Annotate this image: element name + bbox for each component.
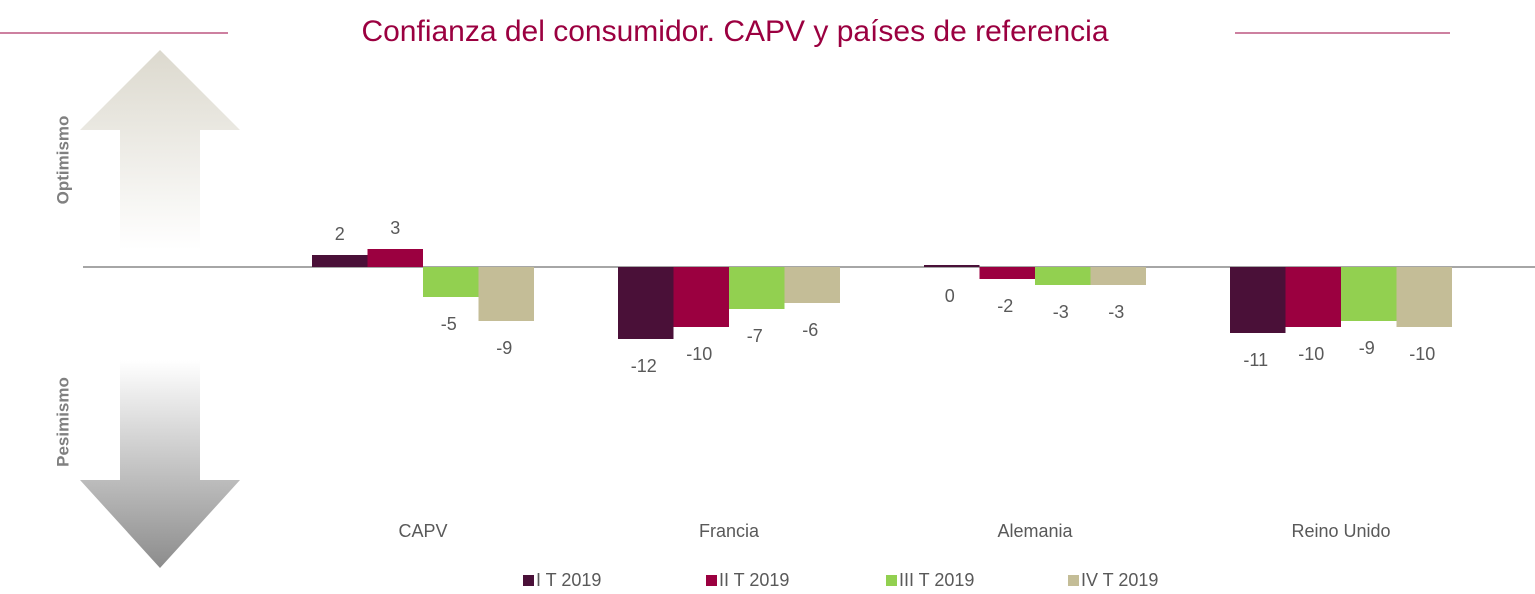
data-label: -6 [802,320,818,340]
x-tick-label: Francia [699,521,760,541]
data-label: -12 [631,356,657,376]
data-label: -10 [1298,344,1324,364]
legend-label: IV T 2019 [1081,570,1158,590]
annotation: Pesimismo [53,377,72,467]
annotation: Optimismo [53,116,72,205]
legend-swatch [1068,575,1079,586]
legend-label: I T 2019 [536,570,601,590]
legend-swatch [706,575,717,586]
legend-label: II T 2019 [719,570,789,590]
data-label: -10 [686,344,712,364]
data-label: 0 [945,286,955,306]
bar [367,249,423,267]
bar [1285,267,1341,327]
data-label: 3 [390,218,400,238]
x-tick-label: CAPV [398,521,447,541]
legend-swatch [523,575,534,586]
data-label: -9 [1359,338,1375,358]
bar [618,267,674,339]
bar [1090,267,1146,285]
bar [1396,267,1452,327]
data-label: -10 [1409,344,1435,364]
bar [673,267,729,327]
bar [312,255,368,267]
bar [1341,267,1397,321]
bar [1035,267,1091,285]
data-label: -11 [1243,350,1268,370]
bar [729,267,785,309]
legend-swatch [886,575,897,586]
x-tick-label: Reino Unido [1291,521,1390,541]
bar [979,267,1035,279]
up-arrow [80,50,240,250]
data-label: 2 [335,224,345,244]
legend-label: III T 2019 [899,570,974,590]
data-label: -3 [1108,302,1124,322]
data-label: -2 [997,296,1013,316]
bar [784,267,840,303]
bar [1230,267,1286,333]
data-label: -3 [1053,302,1069,322]
x-tick-label: Alemania [997,521,1073,541]
chart-title: Confianza del consumidor. CAPV y países … [361,15,1108,48]
bar [924,265,980,267]
data-label: -5 [441,314,457,334]
bar [478,267,534,321]
data-label: -9 [496,338,512,358]
data-label: -7 [747,326,763,346]
bar [423,267,479,297]
down-arrow [80,360,240,568]
